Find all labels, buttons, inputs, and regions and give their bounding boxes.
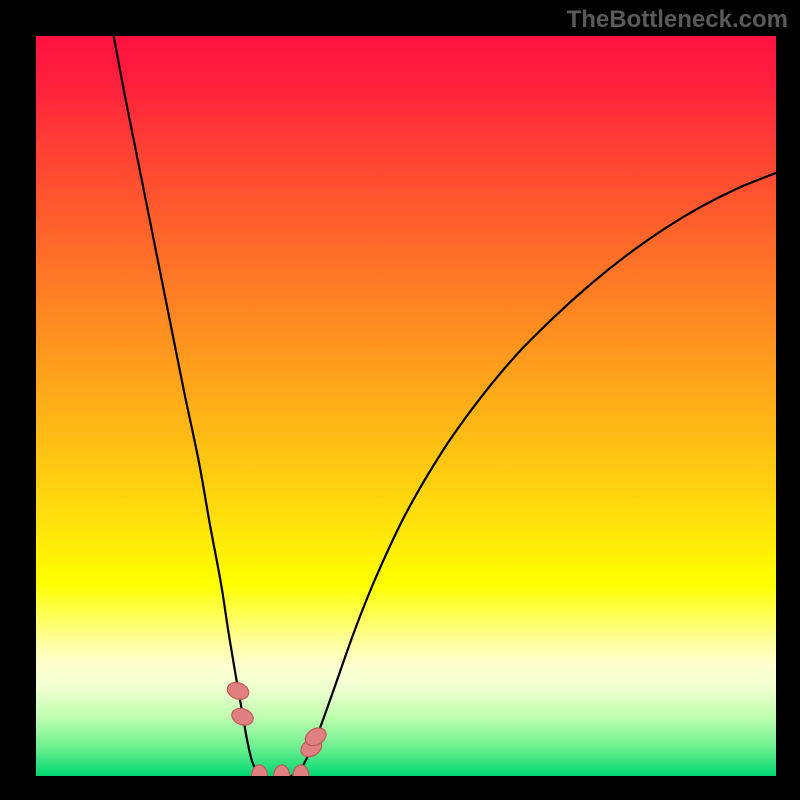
marker-point [274, 765, 290, 776]
watermark-text: TheBottleneck.com [567, 6, 788, 34]
curve-layer [36, 36, 776, 776]
plot-area [36, 36, 776, 776]
marker-point [293, 765, 309, 776]
marker-point [229, 706, 255, 729]
marker-group [225, 680, 329, 776]
curve-right [291, 173, 776, 776]
curve-left [114, 36, 266, 776]
marker-point [225, 680, 251, 703]
chart-container: TheBottleneck.com [0, 0, 800, 800]
